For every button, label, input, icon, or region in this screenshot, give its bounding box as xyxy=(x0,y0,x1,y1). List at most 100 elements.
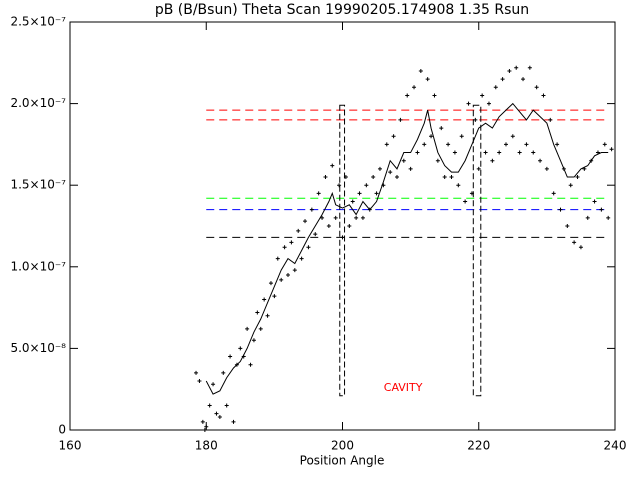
data-point xyxy=(578,245,583,250)
data-point xyxy=(316,191,321,196)
data-point xyxy=(333,215,338,220)
data-point xyxy=(480,93,485,98)
data-point xyxy=(483,150,488,155)
data-point xyxy=(296,228,301,233)
data-point xyxy=(194,370,199,375)
data-point xyxy=(599,207,604,212)
data-point xyxy=(286,272,290,277)
annotation: CAVITY xyxy=(384,381,423,394)
data-point xyxy=(408,166,413,171)
data-point xyxy=(435,158,440,163)
data-point xyxy=(507,68,512,73)
data-point xyxy=(204,424,209,429)
data-point xyxy=(391,134,396,139)
data-point xyxy=(268,281,273,286)
data-point xyxy=(221,370,226,375)
data-point xyxy=(313,232,318,237)
data-point xyxy=(275,256,280,261)
data-point xyxy=(374,191,379,196)
data-point xyxy=(248,362,253,367)
data-point xyxy=(456,183,461,188)
data-point xyxy=(514,65,519,70)
data-point xyxy=(303,219,308,224)
data-point xyxy=(214,411,219,416)
data-point xyxy=(360,215,365,220)
y-tick-label: 2.0×10⁻⁷ xyxy=(10,96,66,110)
data-point xyxy=(558,207,563,212)
data-point xyxy=(463,199,468,204)
data-point xyxy=(527,65,532,70)
x-axis-label: Position Angle xyxy=(300,454,385,468)
data-point xyxy=(548,117,553,122)
data-point xyxy=(258,326,263,331)
x-tick-label: 220 xyxy=(467,439,490,453)
data-point xyxy=(476,166,481,171)
data-point xyxy=(340,235,345,240)
data-point xyxy=(200,419,205,424)
y-tick-label: 1.5×10⁻⁷ xyxy=(10,178,66,192)
data-point xyxy=(371,175,376,180)
data-point xyxy=(330,163,335,168)
data-point xyxy=(343,175,348,180)
data-point xyxy=(292,268,297,273)
data-point xyxy=(541,93,546,98)
data-point xyxy=(364,183,369,188)
data-point xyxy=(350,199,355,204)
data-point xyxy=(384,142,389,147)
x-tick-label: 180 xyxy=(195,439,218,453)
y-tick-label: 0 xyxy=(58,423,66,437)
data-point xyxy=(466,101,471,106)
y-tick-label: 1.0×10⁻⁷ xyxy=(10,259,66,273)
data-point xyxy=(401,158,406,163)
data-point xyxy=(388,170,393,175)
data-point xyxy=(255,310,260,315)
data-point xyxy=(585,215,590,220)
data-point xyxy=(534,85,539,90)
data-point xyxy=(262,297,267,302)
data-point xyxy=(354,215,359,220)
data-point xyxy=(439,126,444,131)
data-point xyxy=(510,134,515,139)
data-point xyxy=(521,77,526,82)
data-point xyxy=(337,183,342,188)
data-point xyxy=(395,175,399,180)
data-point xyxy=(429,134,434,139)
data-point xyxy=(217,414,222,419)
data-point xyxy=(197,379,202,384)
data-point xyxy=(357,191,362,196)
data-point xyxy=(398,117,403,122)
y-tick-label: 5.0×10⁻⁸ xyxy=(10,341,66,355)
data-point xyxy=(517,150,522,155)
data-point xyxy=(572,240,577,245)
data-point xyxy=(555,142,560,147)
data-point xyxy=(415,150,420,155)
smoothed-line xyxy=(205,102,609,395)
data-point xyxy=(469,191,474,196)
data-point xyxy=(289,240,294,245)
data-point xyxy=(282,245,287,250)
data-point xyxy=(323,175,328,180)
data-point xyxy=(531,150,536,155)
data-point xyxy=(551,191,556,196)
data-point xyxy=(207,403,212,408)
data-point xyxy=(493,85,498,90)
data-point xyxy=(228,354,233,359)
data-point xyxy=(405,93,410,98)
data-point xyxy=(347,224,352,228)
data-point xyxy=(575,175,580,180)
data-point xyxy=(486,101,491,106)
data-point xyxy=(609,147,614,152)
x-tick-label: 240 xyxy=(604,439,627,453)
data-point xyxy=(490,158,495,163)
data-point xyxy=(245,326,250,331)
data-point xyxy=(238,346,243,351)
data-point xyxy=(504,142,508,147)
data-point xyxy=(251,338,256,343)
cavity-region xyxy=(339,104,346,397)
data-point xyxy=(412,85,417,90)
data-point xyxy=(544,166,549,171)
data-point xyxy=(418,68,423,73)
data-point xyxy=(211,382,216,387)
